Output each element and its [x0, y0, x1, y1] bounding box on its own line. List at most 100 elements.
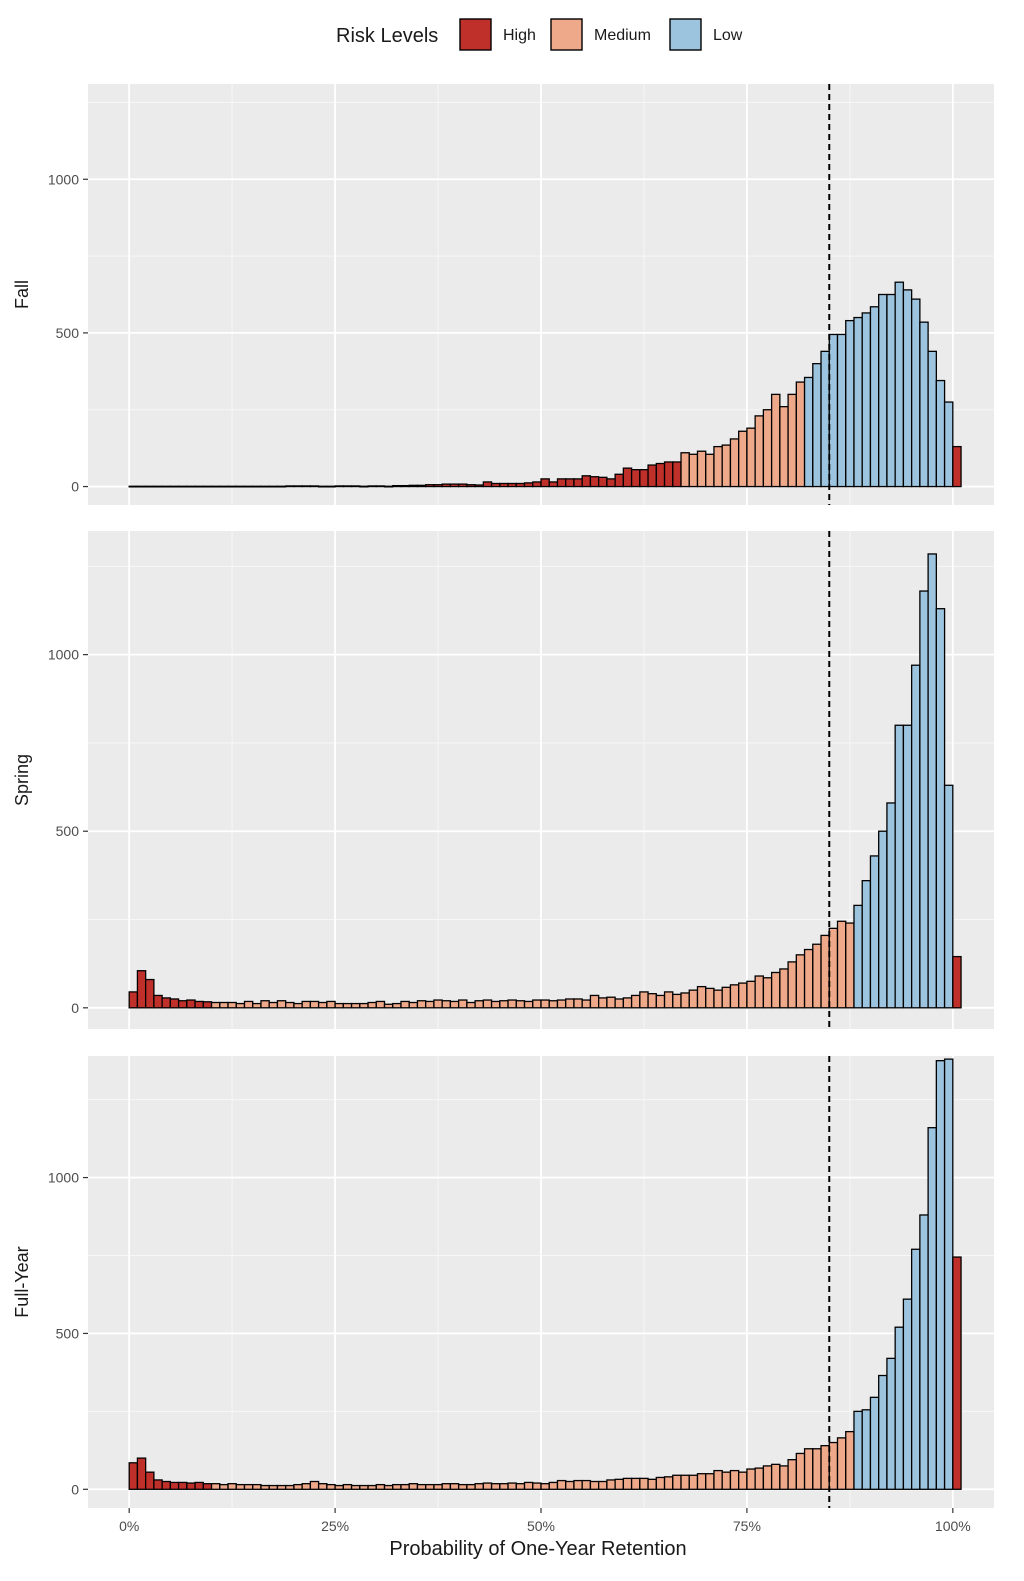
bar-high — [153, 1479, 163, 1490]
bar-medium — [523, 1000, 534, 1009]
bar-high — [663, 461, 674, 488]
bar-medium — [573, 1479, 583, 1490]
bar-medium — [326, 1000, 336, 1009]
x-tick-label: 75% — [733, 1518, 761, 1534]
bar-medium — [680, 1474, 690, 1490]
bar-low — [861, 312, 872, 488]
facet-label: Full-Year — [12, 1246, 32, 1317]
bar-high — [260, 485, 270, 488]
bar-medium — [639, 1477, 649, 1490]
bar-low — [836, 333, 847, 488]
y-tick-label: 0 — [71, 1481, 79, 1497]
bar-medium — [235, 1002, 246, 1009]
bar-high — [490, 482, 501, 488]
bar-medium — [812, 1448, 822, 1490]
bar-high — [350, 485, 361, 488]
bar-medium — [663, 991, 674, 1009]
bar-low — [820, 350, 830, 488]
bar-medium — [565, 998, 575, 1009]
bar-high — [466, 484, 476, 488]
histogram-bars — [128, 281, 962, 488]
bar-medium — [779, 968, 789, 1009]
bar-medium — [285, 1484, 295, 1490]
bar-high — [606, 478, 616, 488]
bar-medium — [548, 1481, 559, 1490]
bar-high — [474, 484, 484, 488]
bar-medium — [614, 998, 625, 1009]
bar-medium — [457, 1483, 468, 1490]
bar-medium — [449, 1483, 460, 1490]
bar-medium — [293, 1002, 303, 1009]
panel-spring: 0 500 1000 Spring — [12, 531, 994, 1029]
bar-medium — [449, 1000, 460, 1009]
bar-medium — [400, 1483, 410, 1490]
bar-medium — [392, 1483, 402, 1490]
bar-medium — [606, 1479, 616, 1490]
bar-low — [878, 1374, 888, 1490]
bar-high — [334, 485, 344, 488]
bar-high — [309, 485, 320, 488]
bar-medium — [705, 453, 715, 488]
bar-high — [194, 1481, 204, 1490]
bar-high — [153, 994, 163, 1009]
bar-medium — [729, 438, 740, 488]
bar-high — [194, 1000, 204, 1009]
legend-title: Risk Levels — [336, 25, 438, 47]
bar-medium — [532, 1482, 542, 1490]
bar-medium — [556, 1479, 567, 1490]
bar-low — [910, 664, 921, 1009]
bar-high — [219, 485, 229, 488]
bar-low — [919, 1214, 929, 1490]
bar-medium — [589, 1480, 600, 1490]
bar-medium — [754, 415, 765, 488]
bar-high — [416, 484, 427, 488]
bar-low — [943, 1058, 954, 1490]
bar-medium — [433, 999, 443, 1009]
bar-medium — [309, 1480, 320, 1490]
bar-medium — [696, 450, 707, 488]
bar-medium — [622, 1477, 633, 1490]
bar-high — [210, 485, 221, 488]
y-tick-label: 500 — [56, 823, 80, 839]
bar-medium — [276, 1484, 287, 1490]
bar-medium — [367, 1001, 377, 1009]
bar-high — [186, 485, 196, 488]
bar-medium — [317, 1001, 328, 1009]
bar-high — [581, 475, 592, 488]
bar-medium — [836, 920, 847, 1009]
bar-medium — [235, 1483, 246, 1490]
bar-medium — [326, 1483, 336, 1490]
bar-high — [243, 485, 254, 488]
bar-medium — [721, 444, 732, 488]
bar-high — [169, 1481, 180, 1490]
bar-medium — [828, 1441, 839, 1490]
bar-medium — [416, 1483, 427, 1490]
bar-high — [285, 485, 295, 488]
bar-medium — [293, 1483, 303, 1490]
bar-low — [861, 1409, 872, 1490]
bar-medium — [490, 1000, 501, 1009]
bar-medium — [540, 1483, 550, 1490]
bar-medium — [721, 986, 732, 1009]
bar-high — [202, 1483, 213, 1490]
bar-medium — [828, 927, 839, 1009]
bar-high — [565, 478, 575, 488]
bar-low — [853, 1410, 863, 1490]
bar-high — [145, 1471, 155, 1490]
bar-medium — [836, 1437, 847, 1490]
bar-high — [169, 485, 180, 488]
bar-medium — [647, 993, 657, 1009]
bar-high — [540, 478, 550, 488]
bar-high — [153, 485, 163, 488]
bar-low — [886, 802, 896, 1009]
bar-high — [202, 1001, 213, 1009]
bar-high — [548, 481, 559, 488]
bar-medium — [598, 1480, 608, 1490]
bar-high — [359, 485, 369, 488]
y-tick-label: 500 — [56, 325, 80, 341]
bar-medium — [260, 1000, 270, 1009]
bar-medium — [474, 1483, 484, 1490]
bar-low — [878, 830, 888, 1009]
bar-low — [902, 1298, 913, 1490]
